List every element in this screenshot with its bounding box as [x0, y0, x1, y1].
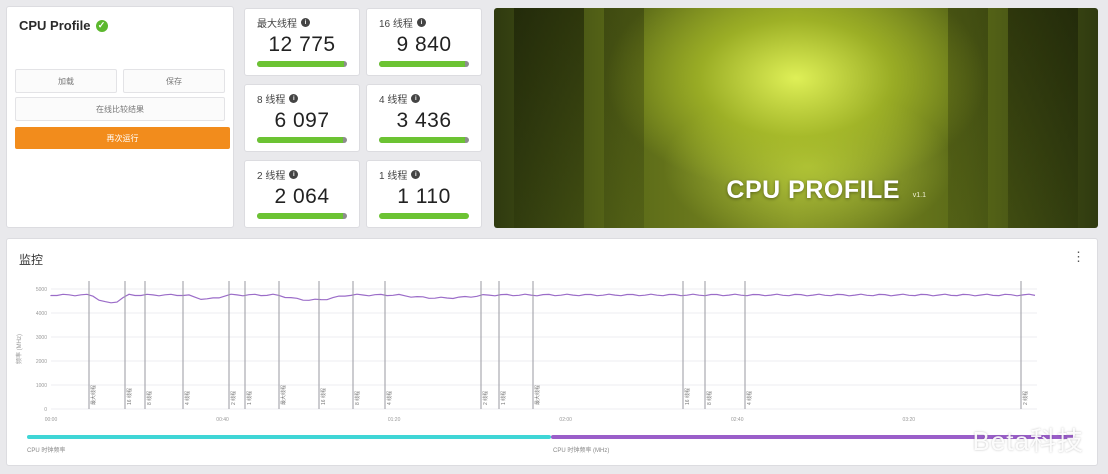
test-marker-label: 16 线程 [320, 388, 327, 405]
tile-score: 3 436 [396, 109, 452, 132]
tile-score: 6 097 [274, 109, 330, 132]
score-bar [379, 61, 469, 67]
y-axis-label: 频率 (MHz) [15, 334, 23, 364]
info-icon[interactable]: i [301, 18, 310, 27]
score-bar-fill [379, 213, 469, 219]
y-tick-label: 2000 [36, 359, 47, 365]
score-bar-fill [257, 213, 344, 219]
hero-pillar-right-inner [948, 8, 988, 228]
score-tile-8-threads: 8 线程 i 6 097 [244, 84, 360, 152]
y-tick-label: 1000 [36, 383, 47, 389]
tile-label: 1 线程 [379, 171, 408, 182]
y-tick-label: 4000 [36, 311, 47, 317]
tile-label: 最大线程 [257, 19, 297, 30]
tile-label: 16 线程 [379, 19, 413, 30]
test-marker-label: 1 线程 [500, 391, 507, 405]
tile-label: 4 线程 [379, 95, 408, 106]
info-icon[interactable]: i [289, 170, 299, 179]
test-marker-label: 8 线程 [146, 391, 153, 405]
test-marker-label: 2 线程 [482, 391, 489, 405]
hero-version: v1.1 [912, 192, 926, 199]
test-marker-label: 16 线程 [684, 388, 691, 405]
tile-score: 12 775 [268, 33, 336, 56]
hero-banner: CPU PROFILE v1.1 [494, 8, 1098, 228]
score-tile-1-thread: 1 线程 i 1 110 [366, 160, 482, 228]
y-tick-label: 3000 [36, 335, 47, 341]
tile-label: 2 线程 [257, 171, 286, 182]
info-icon[interactable]: i [416, 18, 426, 27]
score-bar [257, 61, 347, 67]
score-bar [379, 137, 469, 143]
test-marker-label: 4 线程 [386, 391, 393, 405]
tile-score: 1 110 [397, 185, 451, 208]
load-button[interactable]: 加载 [15, 69, 117, 93]
score-tile-16-threads: 16 线程 i 9 840 [366, 8, 482, 76]
hero-title: CPU PROFILE [726, 176, 900, 204]
profile-panel: CPU Profile ✓ 加载 保存 在线比较结果 再次运行 [6, 6, 234, 228]
more-vertical-icon[interactable]: ⋮ [1072, 249, 1085, 264]
score-tile-max-threads: 最大线程 i 12 775 [244, 8, 360, 76]
tile-score: 9 840 [396, 33, 452, 56]
score-bar-fill [257, 61, 345, 67]
score-tile-2-threads: 2 线程 i 2 064 [244, 160, 360, 228]
y-tick-label: 0 [44, 407, 47, 413]
test-marker-label: 最大线程 [280, 385, 287, 405]
legend-label-cyan: CPU 时钟频率 [27, 448, 66, 454]
x-tick-label: 02:40 [731, 417, 744, 423]
tile-score: 2 064 [274, 185, 330, 208]
profile-title: CPU Profile ✓ [19, 18, 108, 33]
score-bar-fill [257, 137, 344, 143]
test-marker-label: 最大线程 [90, 385, 97, 405]
hero-pillar-right [1008, 8, 1078, 228]
hero-pillar-left-inner [604, 8, 644, 228]
test-marker-label: 16 线程 [126, 388, 133, 405]
score-bar [257, 137, 347, 143]
save-button[interactable]: 保存 [123, 69, 225, 93]
test-marker-label: 最大线程 [534, 385, 541, 405]
tile-label: 8 线程 [257, 95, 286, 106]
info-icon[interactable]: i [411, 170, 421, 179]
monitoring-chart: 5000 4000 3000 2000 1000 0 频率 (MHz) 00:00 00:40 0… [15, 281, 1037, 423]
x-tick-label: 01:20 [388, 417, 401, 423]
score-tile-4-threads: 4 线程 i 3 436 [366, 84, 482, 152]
x-tick-label: 03:20 [903, 417, 916, 423]
legend-bar-cyan [27, 435, 551, 439]
score-bar [379, 213, 469, 219]
test-marker-label: 8 线程 [354, 391, 361, 405]
test-marker-label: 8 线程 [706, 391, 713, 405]
test-marker-label: 4 线程 [184, 391, 191, 405]
monitoring-title: 监控 [19, 253, 44, 267]
test-marker-label: 4 线程 [746, 391, 753, 405]
y-tick-label: 5000 [36, 287, 47, 293]
test-marker-label: 2 线程 [230, 391, 237, 405]
score-bar-fill [379, 61, 466, 67]
test-marker-label: 2 线程 [1022, 391, 1029, 405]
check-circle-icon: ✓ [95, 19, 108, 32]
compare-online-button[interactable]: 在线比较结果 [15, 97, 225, 121]
monitoring-panel: 监控 ⋮ 5000 4000 3000 2000 1000 0 频率 (MHz) 00:00 0… [6, 238, 1098, 466]
test-marker-label: 1 线程 [246, 391, 253, 405]
hero-pillar-left [514, 8, 584, 228]
info-icon[interactable]: i [411, 94, 421, 103]
legend-bar-purple [551, 435, 1075, 439]
profile-title-text: CPU Profile [19, 18, 91, 33]
legend-label-purple: CPU 时钟频率 (MHz) [553, 448, 610, 454]
score-bar [257, 213, 347, 219]
watermark: Beta科技 [972, 426, 1084, 456]
x-tick-label: 00:00 [45, 417, 58, 423]
run-again-button[interactable]: 再次运行 [15, 127, 230, 149]
info-icon[interactable]: i [289, 94, 299, 103]
frequency-line [50, 293, 1036, 304]
x-tick-label: 00:40 [216, 417, 229, 423]
score-bar-fill [379, 137, 466, 143]
x-tick-label: 02:00 [559, 417, 572, 423]
